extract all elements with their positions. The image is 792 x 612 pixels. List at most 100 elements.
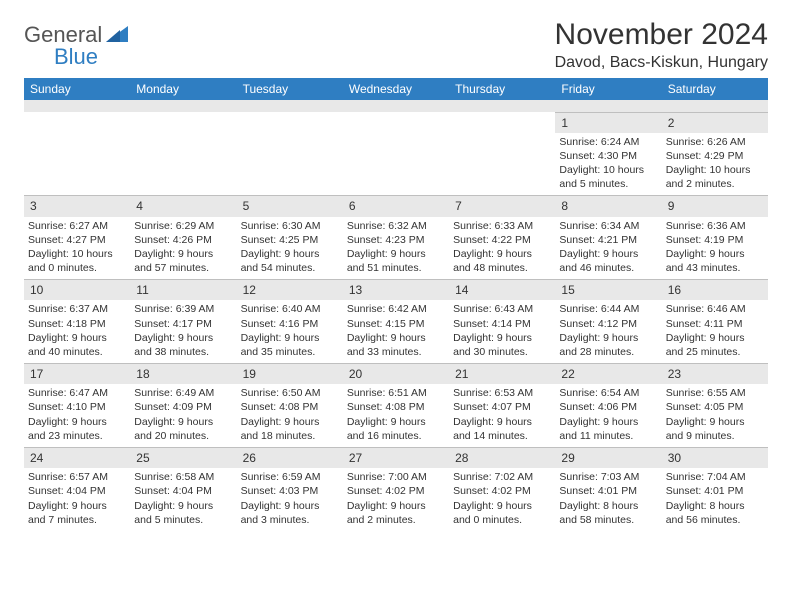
daylight-text: Daylight: 9 hours and 54 minutes. — [241, 247, 339, 275]
day-details: Sunrise: 7:00 AMSunset: 4:02 PMDaylight:… — [347, 470, 445, 527]
week-row: 1Sunrise: 6:24 AMSunset: 4:30 PMDaylight… — [24, 112, 768, 196]
sunset-text: Sunset: 4:14 PM — [453, 317, 551, 331]
sunrise-text: Sunrise: 6:47 AM — [28, 386, 126, 400]
day-number: 4 — [130, 196, 236, 216]
sunrise-text: Sunrise: 6:42 AM — [347, 302, 445, 316]
sunrise-text: Sunrise: 7:04 AM — [666, 470, 764, 484]
sunrise-text: Sunrise: 6:57 AM — [28, 470, 126, 484]
daylight-text: Daylight: 9 hours and 57 minutes. — [134, 247, 232, 275]
week-row: 10Sunrise: 6:37 AMSunset: 4:18 PMDayligh… — [24, 280, 768, 364]
day-cell: 23Sunrise: 6:55 AMSunset: 4:05 PMDayligh… — [662, 364, 768, 448]
day-cell: 5 Sunrise: 6:30 AMSunset: 4:25 PMDaylight… — [237, 196, 343, 280]
sunrise-text: Sunrise: 6:54 AM — [559, 386, 657, 400]
day-details: Sunrise: 7:04 AMSunset: 4:01 PMDaylight:… — [666, 470, 764, 527]
day-cell: 25Sunrise: 6:58 AMSunset: 4:04 PMDayligh… — [130, 448, 236, 531]
day-number: 22 — [555, 364, 661, 384]
day-cell: 30Sunrise: 7:04 AMSunset: 4:01 PMDayligh… — [662, 448, 768, 531]
day-details: Sunrise: 6:47 AMSunset: 4:10 PMDaylight:… — [28, 386, 126, 443]
day-details: Sunrise: 6:24 AMSunset: 4:30 PMDaylight:… — [559, 135, 657, 192]
daylight-text: Daylight: 9 hours and 43 minutes. — [666, 247, 764, 275]
day-number: 5 — [237, 196, 343, 216]
sunrise-text: Sunrise: 6:53 AM — [453, 386, 551, 400]
sunrise-text: Sunrise: 6:39 AM — [134, 302, 232, 316]
sunset-text: Sunset: 4:10 PM — [28, 400, 126, 414]
sunset-text: Sunset: 4:03 PM — [241, 484, 339, 498]
day-details: Sunrise: 6:46 AMSunset: 4:11 PMDaylight:… — [666, 302, 764, 359]
day-number: 23 — [662, 364, 768, 384]
day-cell: 22Sunrise: 6:54 AMSunset: 4:06 PMDayligh… — [555, 364, 661, 448]
sunrise-text: Sunrise: 6:40 AM — [241, 302, 339, 316]
sunrise-text: Sunrise: 6:34 AM — [559, 219, 657, 233]
day-cell: 10Sunrise: 6:37 AMSunset: 4:18 PMDayligh… — [24, 280, 130, 364]
sunrise-text: Sunrise: 6:46 AM — [666, 302, 764, 316]
daylight-text: Daylight: 9 hours and 48 minutes. — [453, 247, 551, 275]
daylight-text: Daylight: 10 hours and 5 minutes. — [559, 163, 657, 191]
sunrise-text: Sunrise: 6:30 AM — [241, 219, 339, 233]
day-cell: 13Sunrise: 6:42 AMSunset: 4:15 PMDayligh… — [343, 280, 449, 364]
day-number: 27 — [343, 448, 449, 468]
day-number: 26 — [237, 448, 343, 468]
daylight-text: Daylight: 9 hours and 9 minutes. — [666, 415, 764, 443]
daylight-text: Daylight: 9 hours and 5 minutes. — [134, 499, 232, 527]
sunset-text: Sunset: 4:30 PM — [559, 149, 657, 163]
daylight-text: Daylight: 9 hours and 28 minutes. — [559, 331, 657, 359]
daylight-text: Daylight: 9 hours and 3 minutes. — [241, 499, 339, 527]
day-number: 24 — [24, 448, 130, 468]
day-details: Sunrise: 6:44 AMSunset: 4:12 PMDaylight:… — [559, 302, 657, 359]
day-details: Sunrise: 6:59 AMSunset: 4:03 PMDaylight:… — [241, 470, 339, 527]
sunset-text: Sunset: 4:04 PM — [28, 484, 126, 498]
day-number: 8 — [555, 196, 661, 216]
sunset-text: Sunset: 4:17 PM — [134, 317, 232, 331]
daylight-text: Daylight: 9 hours and 46 minutes. — [559, 247, 657, 275]
dow-saturday: Saturday — [662, 78, 768, 100]
day-details: Sunrise: 6:30 AMSunset: 4:25 PMDaylight:… — [241, 219, 339, 276]
calendar-body: 1Sunrise: 6:24 AMSunset: 4:30 PMDaylight… — [24, 112, 768, 531]
day-details: Sunrise: 6:43 AMSunset: 4:14 PMDaylight:… — [453, 302, 551, 359]
sunrise-text: Sunrise: 6:55 AM — [666, 386, 764, 400]
day-number: 15 — [555, 280, 661, 300]
spacer-row — [24, 100, 768, 112]
day-details: Sunrise: 6:27 AMSunset: 4:27 PMDaylight:… — [28, 219, 126, 276]
sunset-text: Sunset: 4:15 PM — [347, 317, 445, 331]
sunset-text: Sunset: 4:27 PM — [28, 233, 126, 247]
day-number: 25 — [130, 448, 236, 468]
daylight-text: Daylight: 9 hours and 30 minutes. — [453, 331, 551, 359]
sunrise-text: Sunrise: 6:50 AM — [241, 386, 339, 400]
sunset-text: Sunset: 4:16 PM — [241, 317, 339, 331]
day-details: Sunrise: 6:53 AMSunset: 4:07 PMDaylight:… — [453, 386, 551, 443]
daylight-text: Daylight: 9 hours and 33 minutes. — [347, 331, 445, 359]
day-number: 17 — [24, 364, 130, 384]
day-cell: 20Sunrise: 6:51 AMSunset: 4:08 PMDayligh… — [343, 364, 449, 448]
daylight-text: Daylight: 9 hours and 38 minutes. — [134, 331, 232, 359]
day-details: Sunrise: 7:02 AMSunset: 4:02 PMDaylight:… — [453, 470, 551, 527]
day-cell: 8Sunrise: 6:34 AMSunset: 4:21 PMDaylight… — [555, 196, 661, 280]
dow-wednesday: Wednesday — [343, 78, 449, 100]
sunset-text: Sunset: 4:07 PM — [453, 400, 551, 414]
empty-cell — [24, 112, 130, 196]
day-number: 7 — [449, 196, 555, 216]
day-details: Sunrise: 6:54 AMSunset: 4:06 PMDaylight:… — [559, 386, 657, 443]
sunset-text: Sunset: 4:08 PM — [241, 400, 339, 414]
sunrise-text: Sunrise: 6:27 AM — [28, 219, 126, 233]
dow-thursday: Thursday — [449, 78, 555, 100]
day-cell: 2Sunrise: 6:26 AMSunset: 4:29 PMDaylight… — [662, 112, 768, 196]
day-number: 29 — [555, 448, 661, 468]
day-cell: 26Sunrise: 6:59 AMSunset: 4:03 PMDayligh… — [237, 448, 343, 531]
logo-triangle-icon — [106, 24, 128, 47]
daylight-text: Daylight: 9 hours and 40 minutes. — [28, 331, 126, 359]
day-cell: 4Sunrise: 6:29 AMSunset: 4:26 PMDaylight… — [130, 196, 236, 280]
day-details: Sunrise: 6:32 AMSunset: 4:23 PMDaylight:… — [347, 219, 445, 276]
day-details: Sunrise: 6:36 AMSunset: 4:19 PMDaylight:… — [666, 219, 764, 276]
day-number: 6 — [343, 196, 449, 216]
dow-friday: Friday — [555, 78, 661, 100]
sunrise-text: Sunrise: 6:59 AM — [241, 470, 339, 484]
sunrise-text: Sunrise: 6:49 AM — [134, 386, 232, 400]
day-cell: 6 Sunrise: 6:32 AMSunset: 4:23 PMDaylight… — [343, 196, 449, 280]
sunrise-text: Sunrise: 6:26 AM — [666, 135, 764, 149]
day-number: 21 — [449, 364, 555, 384]
day-cell: 24Sunrise: 6:57 AMSunset: 4:04 PMDayligh… — [24, 448, 130, 531]
sunset-text: Sunset: 4:19 PM — [666, 233, 764, 247]
day-details: Sunrise: 6:57 AMSunset: 4:04 PMDaylight:… — [28, 470, 126, 527]
sunset-text: Sunset: 4:22 PM — [453, 233, 551, 247]
day-cell: 9Sunrise: 6:36 AMSunset: 4:19 PMDaylight… — [662, 196, 768, 280]
